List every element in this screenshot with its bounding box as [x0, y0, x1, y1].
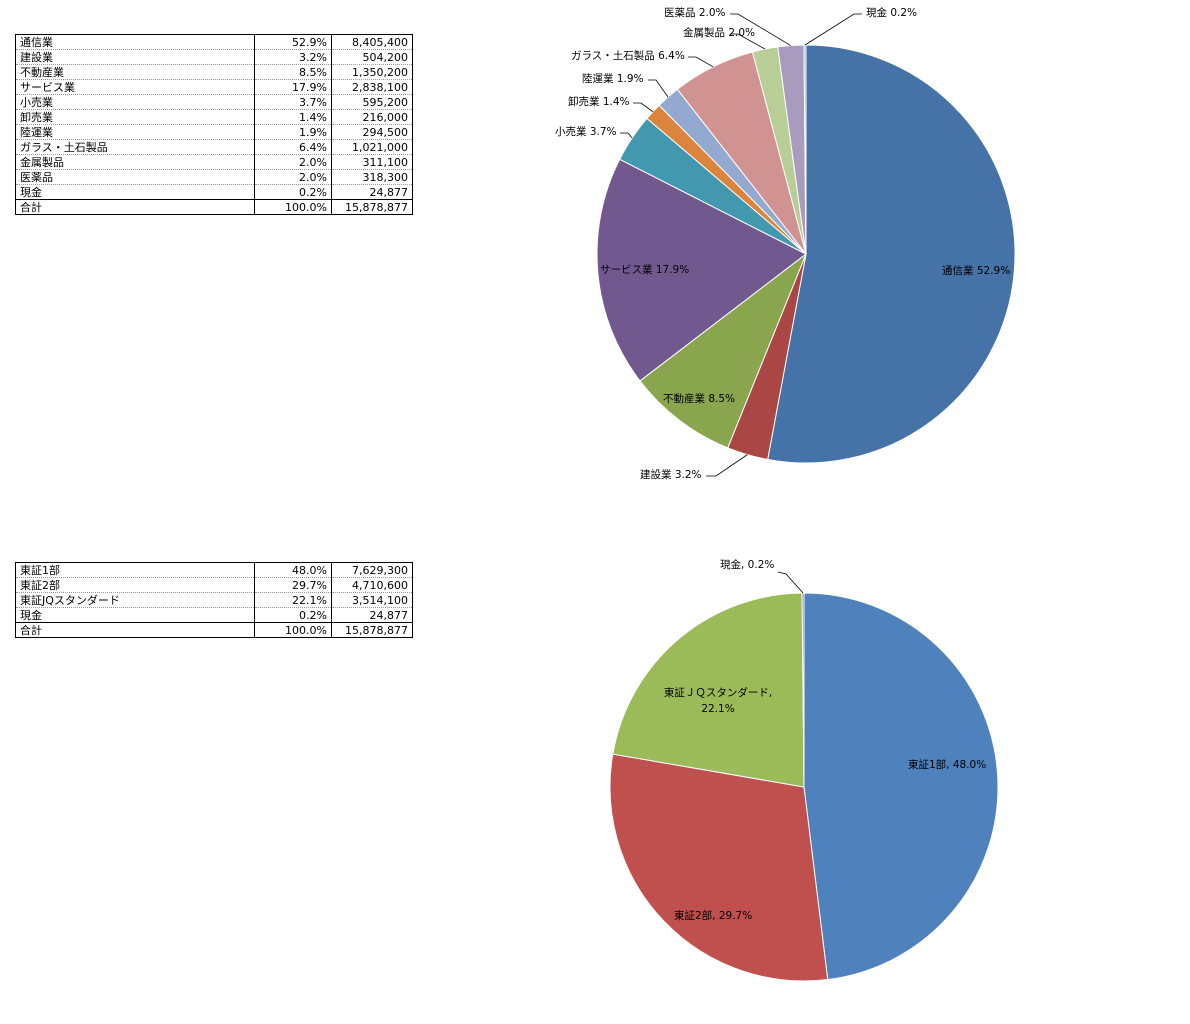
- table-cell-amount: 1,350,200: [331, 64, 413, 80]
- table-cell-name: 合計: [15, 199, 255, 215]
- pie-slice: [609, 753, 829, 982]
- table-row: 東証1部 48.0% 7,629,300: [15, 562, 413, 578]
- pie-data-label: 通信業 52.9%: [942, 264, 1010, 277]
- table-cell-percent: 29.7%: [254, 577, 332, 593]
- table-cell-percent: 100.0%: [254, 199, 332, 215]
- table-cell-percent: 17.9%: [254, 79, 332, 95]
- table-cell-percent: 3.2%: [254, 49, 332, 65]
- table-cell-amount: 504,200: [331, 49, 413, 65]
- table-row: 東証2部 29.7% 4,710,600: [15, 577, 413, 593]
- leader-line: [706, 454, 748, 477]
- table-cell-amount: 294,500: [331, 124, 413, 140]
- table-cell-amount: 8,405,400: [331, 34, 413, 50]
- table-row: 不動産業 8.5% 1,350,200: [15, 64, 413, 80]
- pie-data-label: 不動産業 8.5%: [663, 392, 735, 405]
- pie-data-label: 現金, 0.2%: [720, 558, 774, 571]
- table-cell-name: 建設業: [15, 49, 255, 65]
- table-row: サービス業 17.9% 2,838,100: [15, 79, 413, 95]
- pie-data-label: 建設業 3.2%: [640, 468, 702, 481]
- table-cell-amount: 3,514,100: [331, 592, 413, 608]
- table-cell-name: 通信業: [15, 34, 255, 50]
- table-cell-name: ガラス・土石製品: [15, 139, 255, 155]
- pie-data-label: 現金 0.2%: [866, 6, 917, 19]
- pie-data-label: サービス業 17.9%: [600, 263, 689, 276]
- table-row: 東証JQスタンダード 22.1% 3,514,100: [15, 592, 413, 608]
- table-cell-percent: 52.9%: [254, 34, 332, 50]
- leader-line: [730, 13, 791, 46]
- table-cell-name: 東証2部: [15, 577, 255, 593]
- table-row: 小売業 3.7% 595,200: [15, 94, 413, 110]
- table-cell-name: 金属製品: [15, 154, 255, 170]
- table-cell-amount: 595,200: [331, 94, 413, 110]
- leader-line: [804, 13, 862, 46]
- pie-data-label: 陸運業 1.9%: [582, 72, 644, 85]
- table-cell-name: 東証1部: [15, 562, 255, 578]
- pie-data-label: 東証1部, 48.0%: [908, 758, 986, 771]
- pie-data-label: 小売業 3.7%: [555, 125, 617, 138]
- pie-data-label: ガラス・土石製品 6.4%: [571, 49, 685, 62]
- table-cell-amount: 15,878,877: [331, 199, 413, 215]
- table-cell-name: 医薬品: [15, 169, 255, 185]
- leader-line: [633, 102, 654, 113]
- table-cell-percent: 8.5%: [254, 64, 332, 80]
- table-row: 建設業 3.2% 504,200: [15, 49, 413, 65]
- table-total-row: 合計 100.0% 15,878,877: [15, 622, 413, 638]
- table-row: 陸運業 1.9% 294,500: [15, 124, 413, 140]
- pie-slice: [767, 44, 1016, 464]
- table-row: 通信業 52.9% 8,405,400: [15, 34, 413, 50]
- table-row: 現金 0.2% 24,877: [15, 184, 413, 200]
- table-cell-amount: 216,000: [331, 109, 413, 125]
- pie-slice: [612, 592, 805, 788]
- table-row: 金属製品 2.0% 311,100: [15, 154, 413, 170]
- table-cell-name: 東証JQスタンダード: [15, 592, 255, 608]
- table-cell-amount: 311,100: [331, 154, 413, 170]
- pie-slice: [803, 592, 999, 981]
- leader-line: [620, 132, 633, 139]
- pie-slice: [639, 252, 808, 449]
- table-cell-name: 合計: [15, 622, 255, 638]
- table-cell-percent: 2.0%: [254, 154, 332, 170]
- table-cell-amount: 24,877: [331, 184, 413, 200]
- table-row: 現金 0.2% 24,877: [15, 607, 413, 623]
- table-row: 医薬品 2.0% 318,300: [15, 169, 413, 185]
- table-cell-percent: 1.4%: [254, 109, 332, 125]
- table-cell-name: サービス業: [15, 79, 255, 95]
- leader-line: [688, 56, 714, 68]
- pie-data-label: 医薬品 2.0%: [664, 7, 726, 19]
- table-cell-name: 小売業: [15, 94, 255, 110]
- table-cell-amount: 15,878,877: [331, 622, 413, 638]
- table-cell-name: 不動産業: [15, 64, 255, 80]
- table-cell-amount: 1,021,000: [331, 139, 413, 155]
- industry-table: 通信業 52.9% 8,405,400 建設業 3.2% 504,200 不動産業 8.5% 1…: [15, 34, 413, 215]
- table-cell-percent: 22.1%: [254, 592, 332, 608]
- table-cell-percent: 48.0%: [254, 562, 332, 578]
- table-cell-percent: 100.0%: [254, 622, 332, 638]
- table-cell-name: 卸売業: [15, 109, 255, 125]
- leader-line: [777, 571, 804, 594]
- table-total-row: 合計 100.0% 15,878,877: [15, 199, 413, 215]
- table-cell-percent: 2.0%: [254, 169, 332, 185]
- table-cell-amount: 2,838,100: [331, 79, 413, 95]
- pie-data-label: 東証2部, 29.7%: [674, 909, 752, 922]
- market-table: 東証1部 48.0% 7,629,300 東証2部 29.7% 4,710,600 東証JQ…: [15, 562, 413, 638]
- pie-data-label: 卸売業 1.4%: [568, 95, 630, 108]
- table-cell-percent: 1.9%: [254, 124, 332, 140]
- table-cell-amount: 7,629,300: [331, 562, 413, 578]
- table-cell-amount: 318,300: [331, 169, 413, 185]
- pie-data-label: 東証ＪＱスタンダード, 22.1%: [664, 686, 772, 715]
- table-cell-percent: 3.7%: [254, 94, 332, 110]
- table-cell-amount: 4,710,600: [331, 577, 413, 593]
- table-cell-name: 陸運業: [15, 124, 255, 140]
- leader-line: [648, 79, 669, 98]
- table-row: 卸売業 1.4% 216,000: [15, 109, 413, 125]
- pie-slice: [596, 158, 807, 382]
- pie-data-label: 金属製品 2.0%: [683, 26, 755, 39]
- table-cell-amount: 24,877: [331, 607, 413, 623]
- table-row: ガラス・土石製品 6.4% 1,021,000: [15, 139, 413, 155]
- leader-line: [730, 33, 766, 50]
- table-cell-percent: 6.4%: [254, 139, 332, 155]
